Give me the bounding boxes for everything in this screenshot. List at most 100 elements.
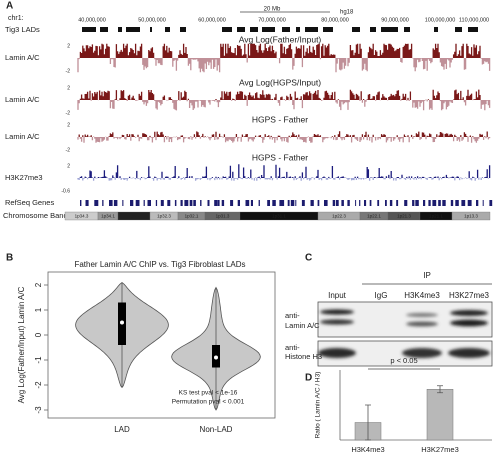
- lad-block: [222, 27, 232, 32]
- gene: [250, 200, 253, 206]
- lane-label: H3K27me3: [449, 291, 490, 300]
- signal-positive: [79, 164, 491, 178]
- gene: [396, 200, 399, 206]
- lad-block: [323, 27, 333, 32]
- lad-block: [262, 27, 275, 32]
- y-tick-label: 0: [34, 332, 43, 337]
- gene: [122, 200, 124, 206]
- error-bar: [437, 385, 443, 394]
- gene: [160, 200, 164, 206]
- signal-negative: [77, 58, 491, 73]
- gene: [364, 200, 367, 206]
- gene: [193, 200, 196, 206]
- gene: [282, 200, 285, 206]
- gene: [237, 200, 240, 206]
- band-label: 1p32.1: [185, 214, 199, 219]
- gene: [130, 200, 134, 206]
- plot-frame: [47, 271, 276, 419]
- track-scale: -2: [66, 110, 71, 116]
- track-title: HGPS - Father: [252, 114, 308, 124]
- gene: [317, 200, 320, 206]
- plot-title: Father Lamin A/C ChIP vs. Tig3 Fibroblas…: [74, 260, 245, 269]
- gene: [167, 200, 171, 206]
- annotation: KS test pval < 1e-16: [179, 390, 238, 397]
- lad-block: [352, 27, 360, 32]
- panel-label: B: [6, 253, 13, 264]
- y-tick-label: -3: [34, 406, 43, 414]
- gene: [404, 200, 408, 206]
- lad-block: [370, 27, 376, 32]
- gene: [489, 200, 493, 206]
- gene: [200, 200, 202, 206]
- track-title: Avg Log(Father/Input): [239, 34, 322, 44]
- x-tick-label: LAD: [114, 425, 130, 434]
- lane-label: H3K4me3: [404, 291, 440, 300]
- lad-block: [118, 27, 122, 32]
- band-label: 1p34.1: [101, 214, 115, 219]
- track-label: Lamin A/C: [5, 95, 40, 104]
- lad-block: [296, 27, 300, 32]
- track-label: Lamin A/C: [5, 53, 40, 62]
- band-label: 1p31.1: [272, 214, 286, 219]
- ip-label: IP: [423, 271, 431, 280]
- y-tick-label: -1: [34, 356, 43, 364]
- gene: [476, 200, 479, 206]
- bar: [426, 389, 454, 441]
- lane-label: IgG: [375, 291, 388, 300]
- gene: [174, 200, 177, 206]
- gene: [347, 200, 350, 206]
- lad-block: [434, 27, 438, 32]
- lad-block: [250, 27, 258, 32]
- panel-label: C: [305, 253, 312, 264]
- gene: [369, 200, 372, 206]
- coordinate: 90,000,000: [381, 17, 409, 23]
- lad-block: [282, 27, 290, 32]
- band-label: 1p34.3: [75, 214, 89, 219]
- gene: [412, 200, 415, 206]
- lad-block: [100, 27, 108, 32]
- coordinate: 40,000,000: [78, 17, 106, 23]
- median: [120, 320, 124, 325]
- lad-block: [381, 27, 398, 32]
- gene: [279, 200, 283, 206]
- blot-label: anti-: [285, 311, 300, 320]
- gene: [450, 200, 454, 206]
- gene: [341, 200, 344, 206]
- lad-block: [237, 27, 245, 32]
- gene: [385, 200, 387, 206]
- coordinate: 60,000,000: [198, 17, 226, 23]
- gene: [332, 200, 336, 206]
- axis-title: Ratio ( Lamin A/C / H3): [315, 372, 322, 439]
- assembly-label: hg18: [340, 10, 354, 16]
- signal-negative: [77, 137, 491, 143]
- gene: [267, 200, 270, 206]
- track-scale: 2: [67, 43, 70, 49]
- band-label: 1p22.3: [332, 214, 346, 219]
- gene: [184, 200, 189, 206]
- panel-label: D: [305, 373, 312, 384]
- coordinate: 80,000,000: [321, 17, 349, 23]
- gene: [258, 200, 260, 206]
- gene: [147, 200, 151, 206]
- gene: [94, 200, 99, 206]
- gene: [389, 200, 393, 206]
- gene: [461, 200, 466, 206]
- gene: [189, 200, 193, 206]
- gene: [207, 200, 210, 206]
- track-scale: 2: [67, 122, 70, 128]
- gene: [290, 200, 295, 206]
- gene: [80, 200, 82, 206]
- gene: [377, 200, 380, 206]
- gene: [482, 200, 484, 206]
- gene: [85, 200, 89, 206]
- band-label: 1p13.3: [464, 214, 478, 219]
- gene: [135, 200, 140, 206]
- track-label: Tig3 LADs: [5, 25, 40, 34]
- gene: [310, 200, 314, 206]
- gene: [467, 200, 472, 206]
- coordinate: 70,000,000: [258, 17, 286, 23]
- gene: [217, 200, 220, 206]
- x-tick-label: Non-LAD: [200, 425, 233, 434]
- signal-negative: [77, 100, 491, 111]
- band-label: 1p21.1: [429, 214, 443, 219]
